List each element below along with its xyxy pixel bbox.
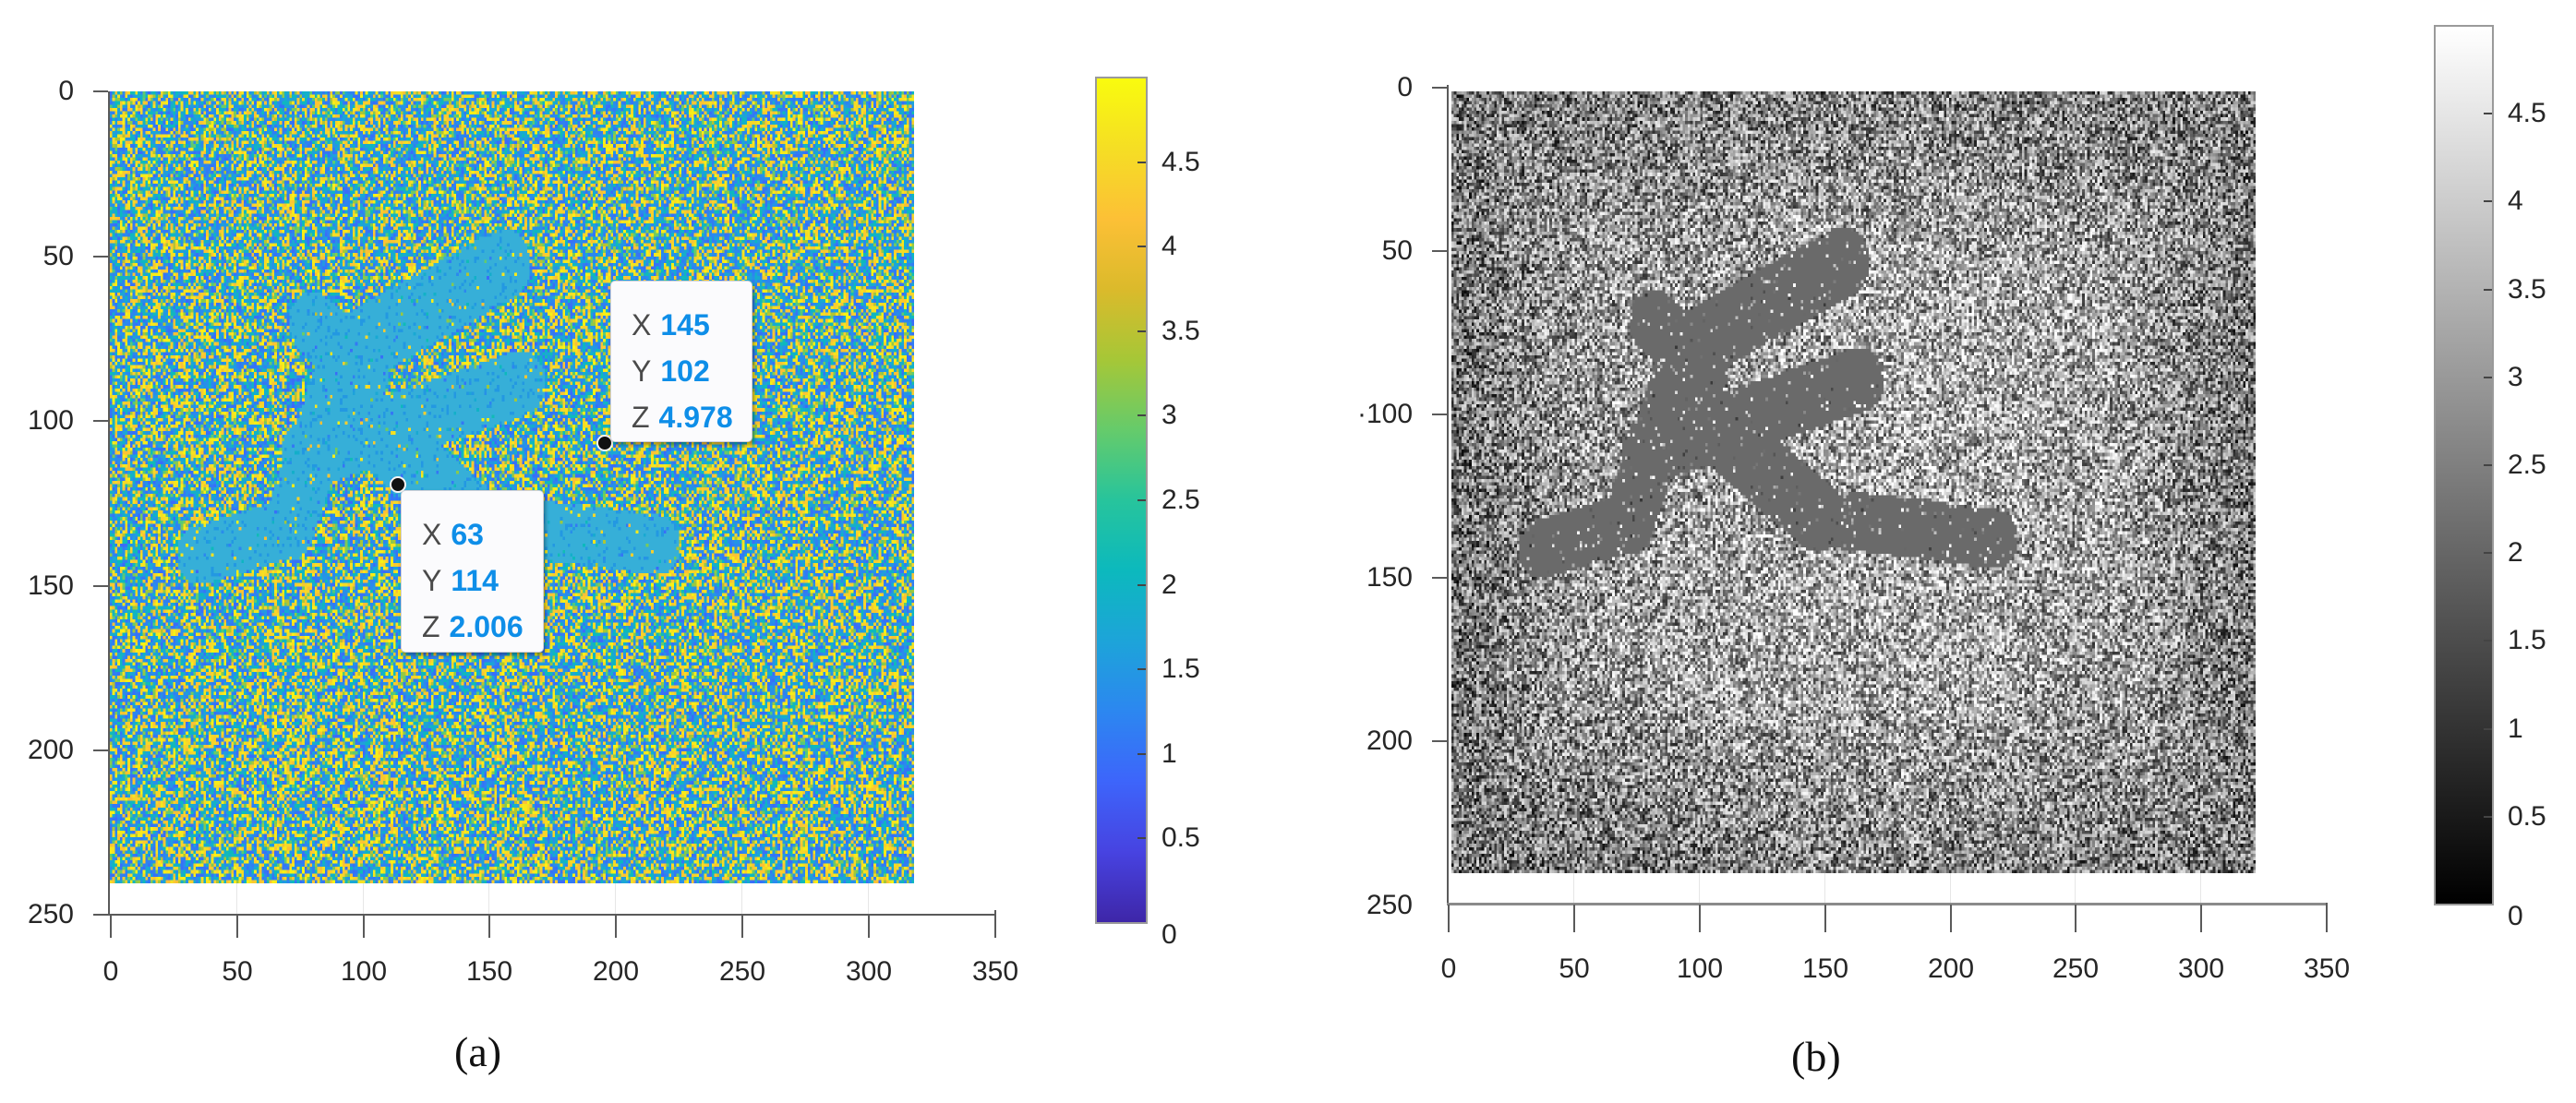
colorbar-tick (2484, 288, 2492, 291)
xtick-label: 100 (340, 956, 388, 987)
colorbar-tick-label: 0.5 (2508, 800, 2546, 832)
datatip-x-label: X (422, 518, 442, 551)
ytick-label: 150 (27, 570, 74, 601)
datatip-x-value: 63 (451, 518, 484, 551)
caption-a: (a) (454, 1028, 502, 1075)
ytick-label: 0 (1397, 72, 1413, 102)
xtick-label: 300 (845, 956, 893, 987)
xtick-label: 150 (465, 956, 513, 987)
xtick-label: 100 (1676, 953, 1724, 984)
datatip-y-value: 102 (660, 354, 710, 388)
xtick-label: 200 (1927, 953, 1975, 984)
ytick-label: 0 (58, 76, 74, 106)
colorbar-tick-label: 3.5 (2508, 273, 2546, 305)
datatip-z-label: Z (422, 610, 440, 643)
datatip-y-label: Y (422, 564, 442, 597)
datatip-marker[interactable] (596, 435, 613, 451)
datatip-marker[interactable] (390, 476, 406, 493)
datatip-box[interactable]: X 145 Y 102 Z 4.978 (610, 281, 752, 442)
colorbar-tick (1138, 752, 1146, 755)
colorbar-tick-label: 4 (1162, 231, 1177, 262)
xtick-label: 150 (1801, 953, 1849, 984)
colorbar-tick (1138, 583, 1146, 586)
y-axis-a (108, 91, 110, 915)
datatip-box[interactable]: X 63 Y 114 Z 2.006 (401, 490, 544, 653)
datatip-x-value: 145 (660, 308, 710, 342)
ytick-label: 200 (27, 735, 74, 765)
datatip-x-label: X (632, 308, 652, 342)
ytick-label: 150 (1366, 562, 1413, 593)
datatip-z-value: 4.978 (658, 401, 733, 434)
datatip-y-label: Y (632, 354, 652, 388)
datatip-y-value: 114 (451, 564, 499, 597)
colorbar-tick-label: 1 (1162, 737, 1177, 769)
caption-b: (b) (1791, 1033, 1841, 1080)
xtick-label: 200 (592, 956, 640, 987)
colorbar-tick (2484, 464, 2492, 466)
colorbar-a[interactable] (1095, 77, 1148, 924)
colorbar-tick-label: 2.5 (1162, 485, 1200, 515)
ytick-label: 50 (42, 241, 74, 271)
colorbar-tick (1138, 668, 1146, 671)
x-axis-b (1447, 903, 2327, 905)
ytick-label: 200 (1366, 725, 1413, 756)
colorbar-tick (2484, 815, 2492, 818)
colorbar-tick (1138, 330, 1146, 332)
ytick-label: 100 (27, 405, 74, 436)
heatmap-image-b[interactable] (1451, 91, 2256, 873)
xtick-label: 300 (2177, 953, 2225, 984)
ytick-label: 250 (1366, 890, 1413, 920)
xtick-label: 50 (1559, 953, 1590, 984)
xtick-label: 350 (2303, 953, 2351, 984)
xtick-label: 250 (718, 956, 766, 987)
colorbar-tick-label: 3.5 (1162, 315, 1200, 346)
colorbar-tick-label: 4.5 (1162, 146, 1200, 177)
colorbar-tick-label: 3 (1162, 400, 1177, 431)
colorbar-tick (2484, 113, 2492, 115)
colorbar-tick-label: 0 (1162, 919, 1177, 950)
heatmap-image-a[interactable] (110, 91, 914, 883)
colorbar-tick (2484, 376, 2492, 378)
colorbar-tick (2484, 640, 2492, 642)
colorbar-tick-label: 1.5 (2508, 625, 2546, 656)
colorbar-tick (2484, 552, 2492, 555)
datatip-z-value: 2.006 (449, 610, 524, 643)
xtick-label: 0 (102, 956, 119, 987)
colorbar-tick-label: 1.5 (1162, 653, 1200, 685)
colorbar-tick (2484, 200, 2492, 203)
colorbar-tick (2484, 727, 2492, 730)
datatip-z-label: Z (632, 401, 650, 434)
colorbar-b[interactable] (2434, 25, 2494, 905)
xtick-label: 0 (1440, 953, 1457, 984)
colorbar-tick-label: 3 (2508, 361, 2523, 392)
colorbar-tick (1138, 161, 1146, 163)
xtick-label: 350 (971, 956, 1019, 987)
colorbar-tick-label: 4.5 (2508, 98, 2546, 129)
colorbar-tick-label: 2 (2508, 537, 2523, 569)
colorbar-tick (1138, 499, 1146, 501)
colorbar-tick-label: 0.5 (1162, 822, 1200, 854)
colorbar-tick-label: 2.5 (2508, 450, 2546, 480)
y-axis-b (1447, 85, 1449, 905)
ytick-label: 50 (1381, 235, 1413, 266)
colorbar-tick (1138, 837, 1146, 840)
x-axis-a (108, 914, 996, 916)
ytick-label: 250 (27, 899, 74, 929)
colorbar-tick-label: 2 (1162, 569, 1177, 600)
colorbar-tick-label: 1 (2508, 713, 2523, 744)
colorbar-tick-label: 4 (2508, 186, 2523, 217)
colorbar-tick (1138, 246, 1146, 248)
colorbar-tick-label: 0 (2508, 901, 2523, 931)
xtick-label: 50 (222, 956, 253, 987)
xtick-label: 250 (2052, 953, 2100, 984)
colorbar-tick (1138, 414, 1146, 417)
ytick-label: ·100 (1356, 399, 1413, 429)
